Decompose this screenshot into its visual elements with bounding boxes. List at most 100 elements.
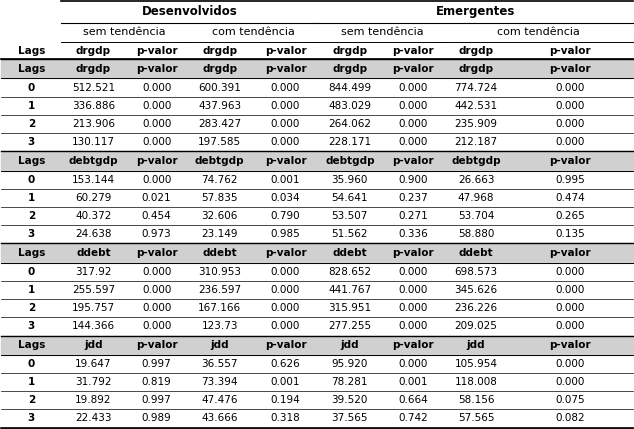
Text: 105.954: 105.954 [455,359,498,369]
Text: drgdp: drgdp [458,64,494,74]
Text: 118.008: 118.008 [455,377,498,387]
Text: 53.507: 53.507 [332,211,368,221]
Text: 2: 2 [28,119,35,129]
Text: 0.000: 0.000 [142,267,171,277]
Text: 0.995: 0.995 [555,175,585,184]
Text: p-valor: p-valor [549,45,591,55]
Text: 0.000: 0.000 [555,82,585,93]
Text: 2: 2 [28,395,35,405]
Text: jdd: jdd [467,340,486,350]
Text: jdd: jdd [340,340,359,350]
Text: 37.565: 37.565 [332,414,368,423]
Text: p-valor: p-valor [549,64,591,74]
Bar [1,59,633,79]
Text: sem tendência: sem tendência [83,27,165,37]
Text: p-valor: p-valor [264,340,306,350]
Text: 0.000: 0.000 [555,267,585,277]
Text: 3: 3 [28,230,35,239]
Text: 0.000: 0.000 [398,321,428,332]
Text: p-valor: p-valor [264,64,306,74]
Text: 0.135: 0.135 [555,230,585,239]
Text: 209.025: 209.025 [455,321,498,332]
Text: 235.909: 235.909 [455,119,498,129]
Text: p-valor: p-valor [549,248,591,258]
Text: 512.521: 512.521 [72,82,115,93]
Text: 2: 2 [28,211,35,221]
Text: sem tendência: sem tendência [340,27,424,37]
Text: 774.724: 774.724 [455,82,498,93]
Text: 483.029: 483.029 [328,101,372,111]
Text: 47.968: 47.968 [458,193,495,203]
Text: 698.573: 698.573 [455,267,498,277]
Text: 0.336: 0.336 [398,230,428,239]
Text: debtgdp: debtgdp [68,156,119,166]
Text: 0.000: 0.000 [142,285,171,295]
Text: 1: 1 [28,377,35,387]
Text: 0.000: 0.000 [398,137,428,147]
Text: 0.000: 0.000 [271,119,300,129]
Text: 60.279: 60.279 [75,193,112,203]
Text: 0.000: 0.000 [555,377,585,387]
Text: 0.271: 0.271 [398,211,428,221]
Text: p-valor: p-valor [136,248,178,258]
Text: Lags: Lags [18,45,45,55]
Text: debtgdp: debtgdp [195,156,245,166]
Text: jdd: jdd [210,340,229,350]
Bar [1,335,633,355]
Text: 0.000: 0.000 [142,82,171,93]
Text: 0.000: 0.000 [271,285,300,295]
Text: 195.757: 195.757 [72,303,115,313]
Text: 0.000: 0.000 [142,119,171,129]
Text: 277.255: 277.255 [328,321,372,332]
Text: 0.237: 0.237 [398,193,428,203]
Text: 0.985: 0.985 [271,230,301,239]
Text: 144.366: 144.366 [72,321,115,332]
Text: 43.666: 43.666 [202,414,238,423]
Text: Emergentes: Emergentes [436,6,515,18]
Text: 310.953: 310.953 [198,267,242,277]
Text: 95.920: 95.920 [332,359,368,369]
Text: p-valor: p-valor [392,156,434,166]
Text: 0: 0 [28,359,35,369]
Text: debtgdp: debtgdp [451,156,501,166]
Text: 0.000: 0.000 [271,321,300,332]
Text: 0.000: 0.000 [271,101,300,111]
Text: p-valor: p-valor [264,248,306,258]
Text: 197.585: 197.585 [198,137,242,147]
Text: 442.531: 442.531 [455,101,498,111]
Text: 24.638: 24.638 [75,230,112,239]
Text: 0: 0 [28,267,35,277]
Text: 283.427: 283.427 [198,119,242,129]
Text: 1: 1 [28,285,35,295]
Text: 0.001: 0.001 [398,377,428,387]
Text: 32.606: 32.606 [202,211,238,221]
Text: p-valor: p-valor [136,340,178,350]
Text: 0.001: 0.001 [271,377,300,387]
Text: drgdp: drgdp [458,45,494,55]
Text: Lags: Lags [18,340,45,350]
Text: 167.166: 167.166 [198,303,242,313]
Text: 315.951: 315.951 [328,303,372,313]
Text: 0.000: 0.000 [142,303,171,313]
Text: 0.000: 0.000 [398,359,428,369]
Text: 317.92: 317.92 [75,267,112,277]
Text: ddebt: ddebt [459,248,493,258]
Text: Lags: Lags [18,156,45,166]
Text: 53.704: 53.704 [458,211,495,221]
Text: ddebt: ddebt [202,248,237,258]
Text: 345.626: 345.626 [455,285,498,295]
Text: com tendência: com tendência [212,27,295,37]
Bar [1,151,633,170]
Text: 35.960: 35.960 [332,175,368,184]
Text: p-valor: p-valor [136,45,178,55]
Text: p-valor: p-valor [549,340,591,350]
Text: 236.226: 236.226 [455,303,498,313]
Text: p-valor: p-valor [264,45,306,55]
Text: 19.892: 19.892 [75,395,112,405]
Text: 0.000: 0.000 [271,267,300,277]
Text: drgdp: drgdp [332,64,367,74]
Text: 0.000: 0.000 [398,119,428,129]
Text: 23.149: 23.149 [202,230,238,239]
Text: 2: 2 [28,303,35,313]
Text: 437.963: 437.963 [198,101,242,111]
